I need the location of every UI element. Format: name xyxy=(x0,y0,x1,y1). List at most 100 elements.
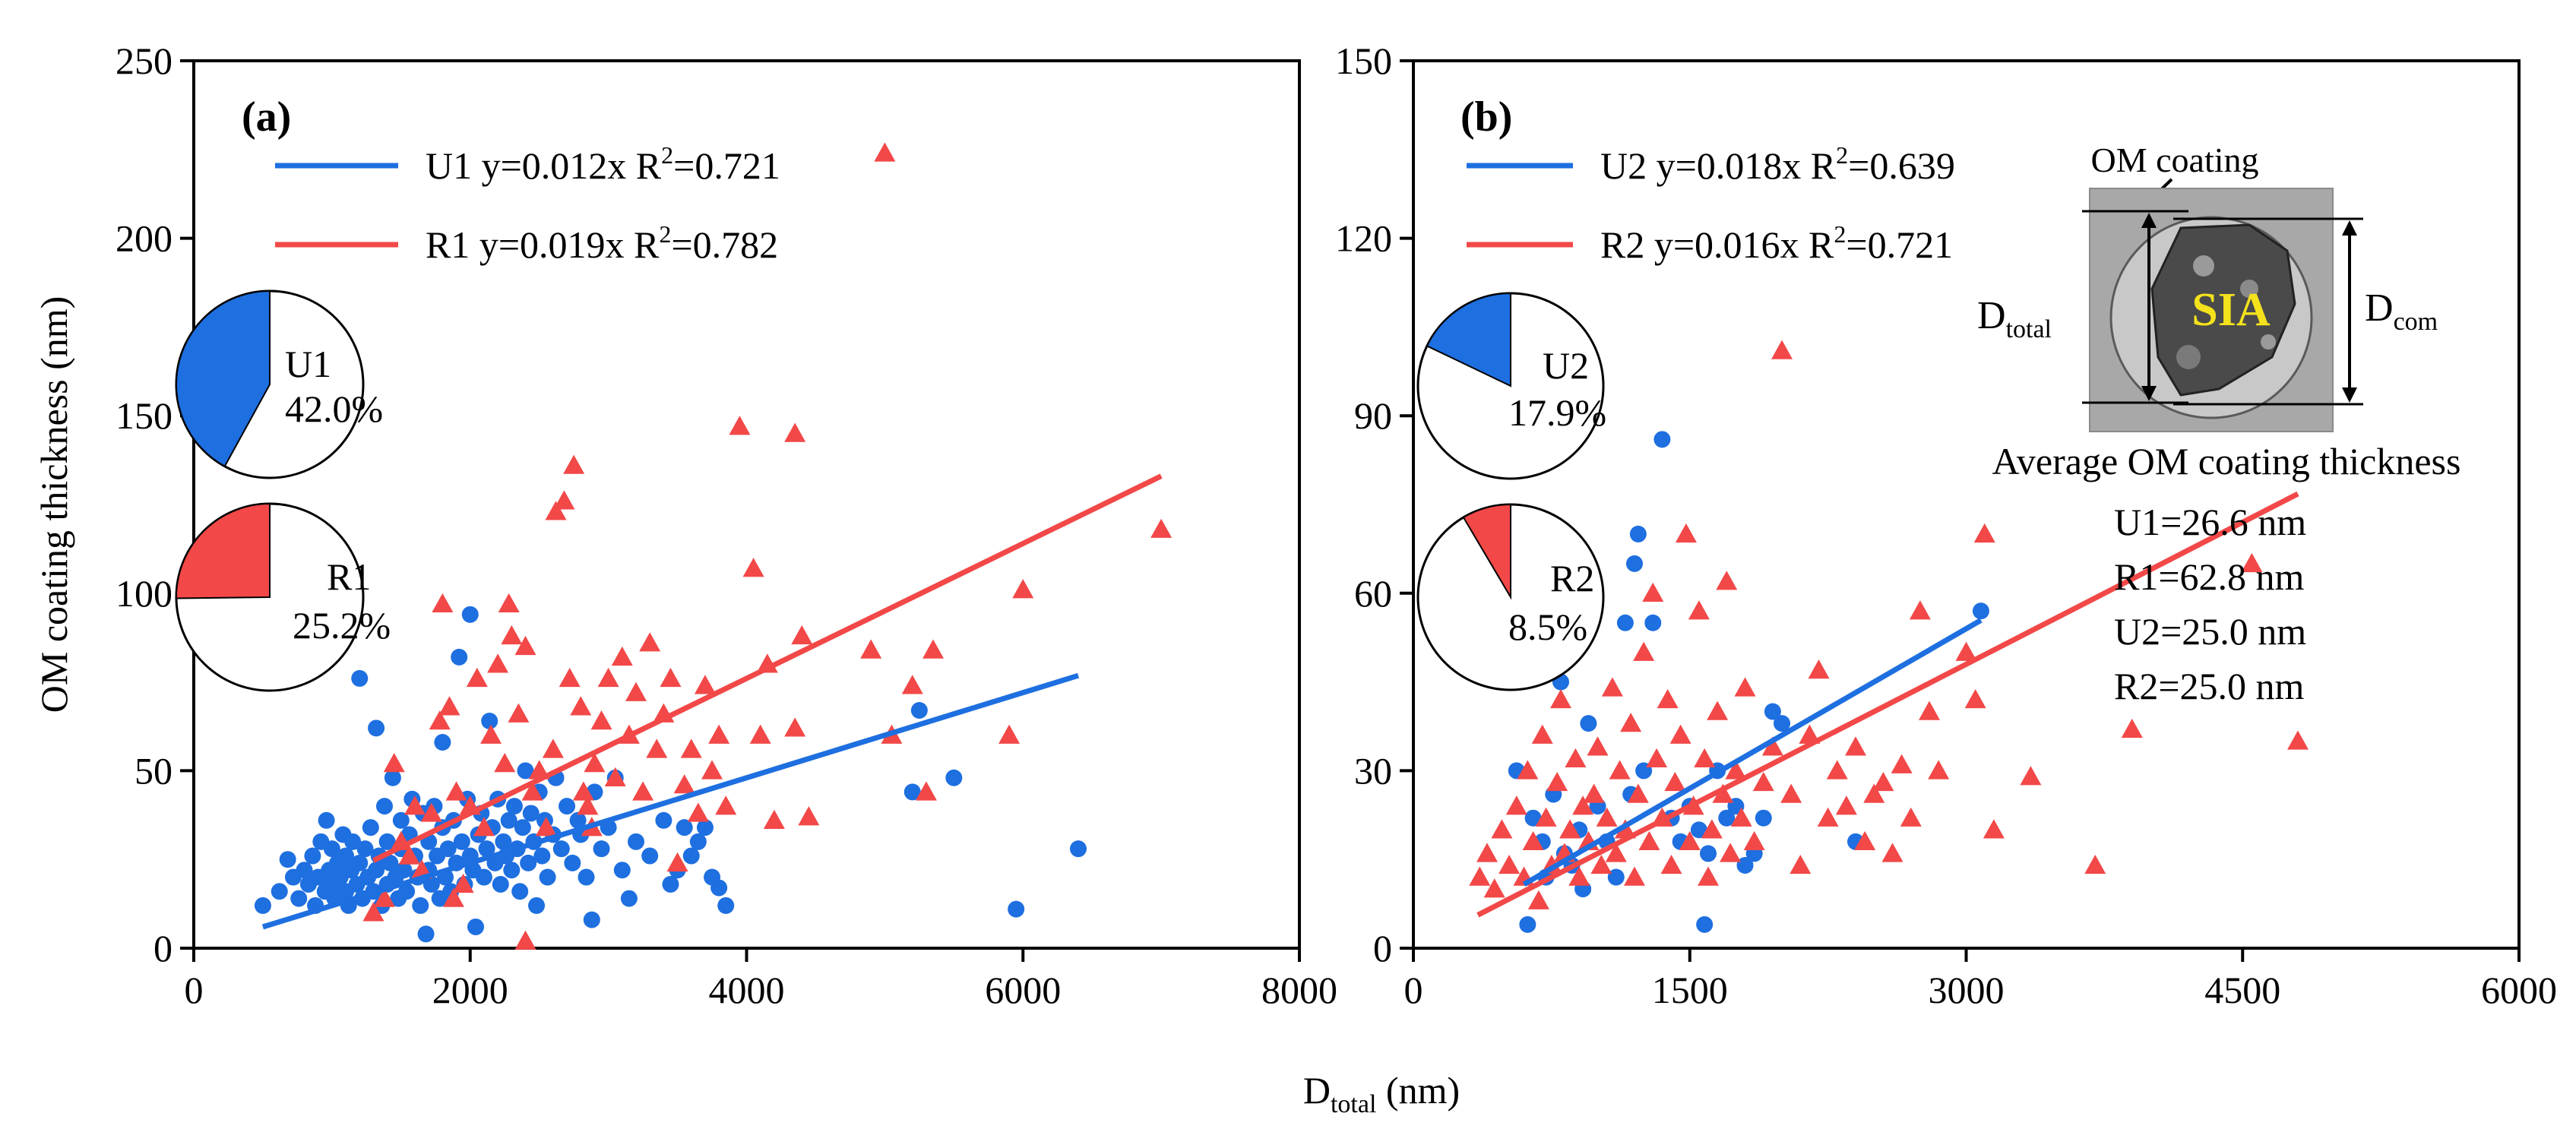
r1-point xyxy=(570,696,592,716)
pie-r2-percent: 8.5% xyxy=(1508,606,1587,648)
y-tick-label: 100 xyxy=(116,572,172,615)
r2-point xyxy=(1517,760,1539,780)
u1-point xyxy=(318,811,335,829)
u1-point xyxy=(628,833,644,850)
r2-point xyxy=(1698,866,1719,886)
r2-point xyxy=(1505,795,1527,815)
pie-r2-slice xyxy=(1462,503,1511,600)
r1-point xyxy=(498,593,520,613)
r1-point xyxy=(480,724,502,744)
r1-point xyxy=(432,593,454,613)
legend-label-r1: R1 y=0.019x R2=0.782 xyxy=(426,220,778,266)
r2-point xyxy=(1565,748,1587,768)
r2-point xyxy=(1919,701,1940,720)
u2-point xyxy=(1626,555,1643,572)
u1-point xyxy=(351,854,369,871)
pie-u2-label: U2 xyxy=(1543,344,1589,387)
panel-b-x-ticks: 0 1500 3000 4500 6000 xyxy=(1404,948,2557,1011)
r1-point xyxy=(501,625,523,645)
core-texture xyxy=(2193,255,2214,277)
r1-point xyxy=(535,817,557,836)
r1-point xyxy=(1012,579,1034,599)
r1-point xyxy=(798,806,820,826)
u1-point xyxy=(655,811,672,829)
r2-point xyxy=(1730,807,1752,827)
r2-point xyxy=(1587,736,1609,756)
u1-point xyxy=(528,897,546,914)
u2-point xyxy=(1607,868,1625,886)
r1-point xyxy=(442,887,464,907)
r2-point xyxy=(1725,760,1747,780)
u1-point xyxy=(495,833,512,850)
r2-point xyxy=(1928,760,1950,780)
u2-point xyxy=(1690,821,1707,839)
r1-point xyxy=(404,795,426,815)
u2-fit-line xyxy=(1522,618,1983,887)
u1-point xyxy=(481,712,498,729)
r2-point xyxy=(1771,340,1793,359)
r1-point xyxy=(514,930,536,950)
r2-point xyxy=(1624,866,1645,886)
panel-a: 0 50 100 150 200 250 0 2000 4000 6000 8000 (a) U1… xyxy=(33,40,1337,1011)
r1-point xyxy=(362,902,385,922)
r1-point xyxy=(666,852,688,872)
u1-point xyxy=(520,854,537,871)
r1-point xyxy=(604,767,626,786)
r1-point xyxy=(860,639,882,659)
r2-point xyxy=(1716,571,1738,590)
u1-point xyxy=(434,734,451,751)
r1-point xyxy=(660,667,682,688)
u1-point xyxy=(559,798,576,815)
u2-point xyxy=(1764,703,1781,720)
u1-point xyxy=(412,897,429,914)
u1-point xyxy=(439,840,457,858)
u1-point xyxy=(500,811,517,829)
r2-point xyxy=(1531,724,1553,744)
r2-point xyxy=(1476,843,1498,862)
x-tick-label: 3000 xyxy=(1929,969,2005,1011)
r2-point xyxy=(1826,760,1848,780)
d-com-arrow-head-bottom xyxy=(2342,387,2357,403)
shared-x-axis-label: Dtotal (nm) xyxy=(1303,1069,1460,1118)
avg-thickness-r2: R2=25.0 nm xyxy=(2114,665,2305,707)
y-tick-label: 90 xyxy=(1354,394,1392,437)
u1-point xyxy=(1070,840,1087,858)
x-tick-label: 4000 xyxy=(709,969,785,1011)
r1-point xyxy=(487,653,509,673)
r2-point xyxy=(1620,713,1642,732)
y-tick-label: 0 xyxy=(1373,927,1392,969)
r2-point xyxy=(1601,677,1623,697)
r1-point xyxy=(680,738,702,758)
u1-point xyxy=(375,798,393,815)
r1-point xyxy=(701,760,723,780)
u2-point xyxy=(1718,809,1736,827)
y-tick-label: 120 xyxy=(1335,217,1392,260)
u1-point xyxy=(613,862,631,879)
y-tick-label: 50 xyxy=(134,749,172,792)
r2-point xyxy=(1845,736,1866,756)
u2-point xyxy=(1696,916,1714,933)
r1-point xyxy=(452,873,474,893)
u2-point xyxy=(1654,431,1671,448)
u2-point xyxy=(1972,602,1989,620)
u1-point xyxy=(578,868,595,886)
u1-point xyxy=(461,606,479,623)
r1-point xyxy=(545,501,567,520)
r1-point xyxy=(420,802,442,822)
u1-point xyxy=(533,847,551,865)
y-tick-label: 150 xyxy=(116,394,172,437)
r2-point xyxy=(1790,854,1812,874)
r1-point xyxy=(694,675,716,694)
panel-a-frame xyxy=(192,59,1301,950)
u1-point xyxy=(511,883,529,900)
r2-point xyxy=(1675,523,1697,543)
r1-point xyxy=(597,667,619,688)
r1-point xyxy=(708,724,730,744)
u1-point xyxy=(254,897,271,914)
r1-point xyxy=(729,416,751,435)
r1-point xyxy=(521,781,543,801)
r1-point xyxy=(466,667,488,688)
u1-point xyxy=(662,875,679,893)
r1-point xyxy=(998,724,1021,744)
r1-point xyxy=(1150,518,1172,538)
